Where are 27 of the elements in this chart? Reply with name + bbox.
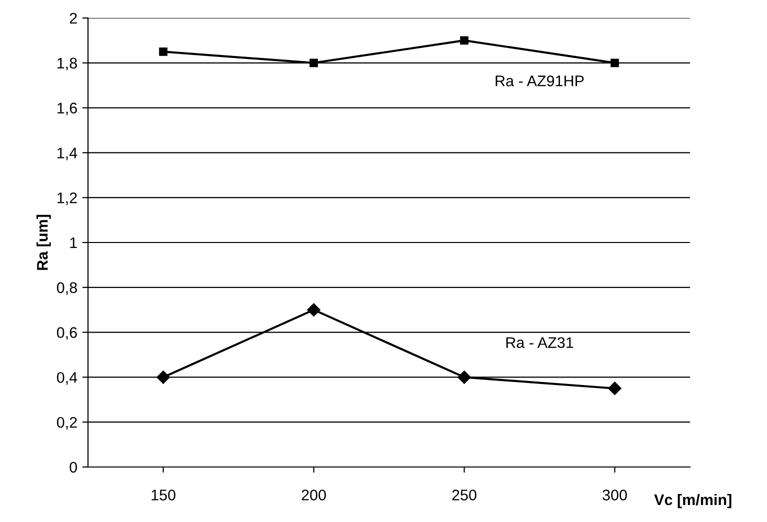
point (460, 36, 468, 45)
x-tick-label: 250 (452, 490, 476, 500)
x-tick-label: 300 (602, 490, 627, 500)
series-label: Ra - AZ91HP (496, 76, 584, 86)
y-tick-label: 1,2 (58, 192, 77, 206)
y-tick-label: 1,4 (58, 148, 78, 160)
point (310, 58, 318, 68)
x-axis-title: Vc [m/min] (654, 494, 732, 508)
x-tick-label: 200 (302, 490, 326, 500)
point (307, 303, 320, 316)
point (608, 382, 622, 396)
point (610, 58, 619, 68)
y-axis-title: Ra [um] (36, 214, 51, 270)
point (156, 370, 170, 384)
y-tick-label: 2 (70, 12, 77, 24)
point (159, 48, 168, 56)
y-tick-label: 1,8 (58, 58, 77, 70)
y-tick-label: 1,6 (58, 102, 77, 116)
y-tick-label: 0,2 (56, 416, 77, 430)
y-tick-label: 0 (70, 462, 77, 473)
x-tick-label: 150 (152, 490, 176, 500)
point (458, 370, 471, 384)
y-tick-label: 0,8 (56, 282, 77, 295)
y-tick-label: 1 (70, 238, 77, 248)
y-tick-label: 0,6 (56, 327, 77, 340)
text: Ra - AZ31 (506, 337, 574, 348)
y-tick-label: 0,4 (56, 372, 78, 385)
